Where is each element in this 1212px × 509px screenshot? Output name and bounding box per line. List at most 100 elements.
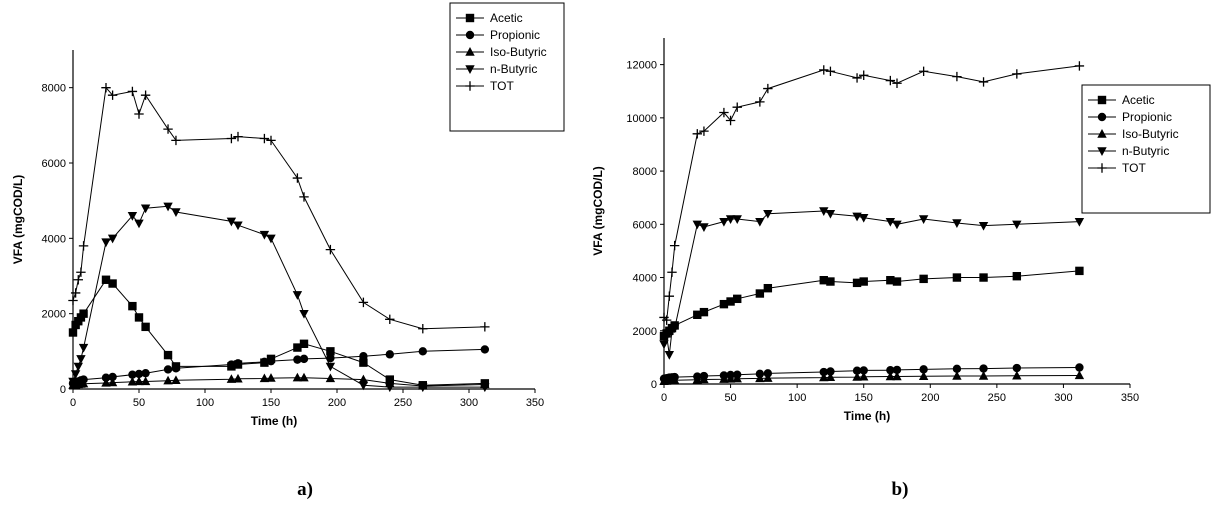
series-tot [659,61,1085,325]
data-point [725,215,736,224]
legend-label: Propionic [490,28,540,42]
data-point [763,373,773,382]
data-point [266,135,276,146]
data-point [918,371,929,380]
x-tick-label: 300 [460,397,478,409]
legend-item: TOT [456,79,514,93]
data-point [859,371,869,381]
data-point [1074,370,1085,380]
data-point [692,129,702,139]
data-point [326,347,335,356]
data-point [226,133,237,144]
data-point [859,70,869,80]
data-point [669,240,680,251]
data-point [852,278,862,288]
data-point [101,275,111,284]
data-point [699,307,709,317]
data-point [819,207,829,216]
data-point [266,373,276,382]
data-point [978,371,989,380]
data-point [76,355,86,364]
panel-label: a) [297,479,313,500]
x-tick-label: 250 [988,392,1006,404]
data-point [952,364,962,374]
data-point [692,374,702,384]
y-axis-title: VFA (mgCOD/L) [591,166,605,256]
data-point [385,314,395,325]
y-tick-label: 2000 [633,326,657,338]
x-tick-label: 200 [921,392,939,404]
legend-marker [465,47,475,56]
y-tick-label: 4000 [633,273,657,285]
y-tick-label: 6000 [42,158,66,170]
data-point [233,131,243,142]
data-point [70,288,81,298]
data-point [826,367,835,376]
x-tick-label: 0 [661,392,667,404]
data-point [127,212,138,221]
legend-label: Acetic [490,11,523,25]
data-point [78,241,89,251]
data-point [70,370,81,379]
data-point [233,373,243,383]
chart-panel-a: 0 50 100 150 200 250 300 350 0 2000 4000 6000 8000 Ti… [11,2,565,500]
data-point [325,362,336,372]
data-point [892,365,902,375]
series-iso-butyric [68,372,490,390]
data-point [134,219,144,229]
data-point [669,375,680,384]
legend-marker [1097,112,1107,122]
data-point [952,219,962,228]
data-point [918,66,929,76]
x-tick-label: 50 [724,392,736,404]
y-tick-label: 8000 [633,166,657,178]
legend-item: Acetic [456,11,523,25]
data-point [128,301,137,311]
legend-item: Iso-Butyric [1088,127,1179,141]
data-point [171,135,181,146]
data-point [726,297,735,306]
data-point [127,376,138,386]
data-point [107,377,118,387]
data-point [852,73,862,83]
data-point [227,360,236,369]
data-point [763,209,773,219]
data-point [140,204,151,214]
data-point [733,294,742,304]
data-point [226,217,237,227]
data-point [1012,370,1022,380]
data-point [163,350,173,360]
x-tick-label: 0 [70,397,76,409]
data-point [699,223,709,232]
legend-item: n-Butyric [1088,144,1169,158]
x-tick-label: 150 [262,397,280,409]
data-point [732,215,742,224]
legend-label: n-Butyric [490,62,537,76]
data-point [725,115,736,126]
chart-panel-b: 0 50 100 150 200 250 300 350 0 2000 4000 6000 8000 10… [591,38,1211,500]
data-point [952,371,962,380]
data-point [73,362,83,372]
data-point [76,267,86,277]
data-point [134,109,144,119]
data-point [918,215,929,224]
data-point [755,97,765,107]
data-point [859,366,868,375]
data-point [480,383,490,393]
data-point [1012,363,1022,373]
legend-marker [465,65,475,74]
data-point [259,230,270,240]
data-point [755,373,765,383]
data-point [852,212,862,222]
data-point [359,358,368,367]
data-point [693,310,702,319]
data-point [163,202,173,212]
legend: Acetic Propionic Iso-Butyric n-Butyric TOT [449,2,565,132]
data-point [358,297,369,308]
data-point [732,102,742,112]
data-point [326,353,335,363]
y-tick-label: 6000 [633,219,657,231]
data-point [1012,272,1022,281]
data-point [163,365,173,374]
data-point [101,238,111,248]
